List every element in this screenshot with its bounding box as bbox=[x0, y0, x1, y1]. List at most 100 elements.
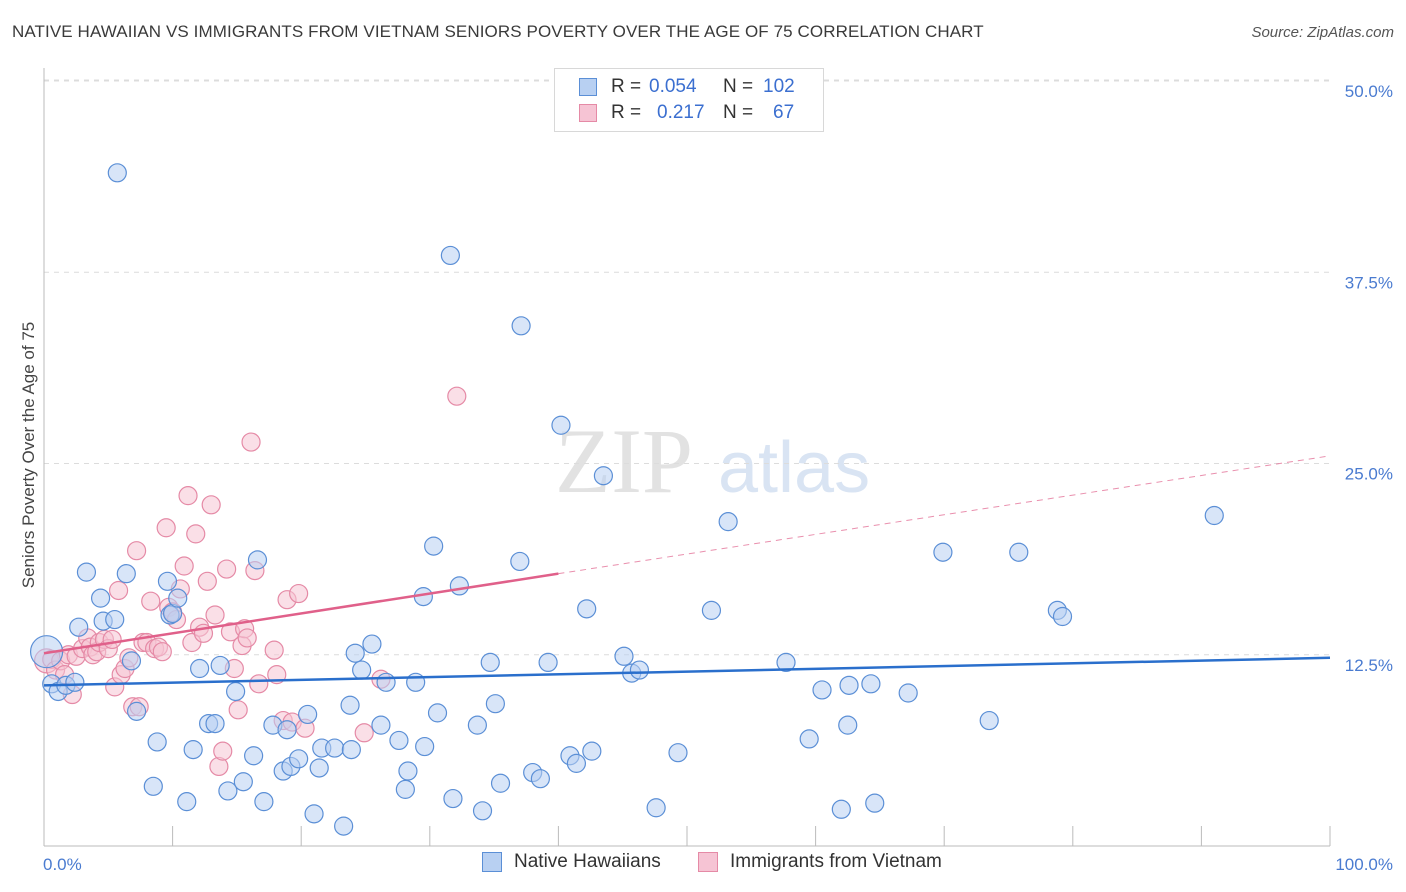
data-point bbox=[1204, 505, 1224, 526]
data-point bbox=[511, 316, 531, 336]
data-point bbox=[247, 550, 268, 570]
data-point bbox=[174, 556, 194, 576]
data-point bbox=[799, 729, 819, 749]
data-point bbox=[126, 701, 147, 721]
legend-r-value: 0.217 bbox=[657, 102, 705, 123]
trend-line-immigrants-from-vietnam bbox=[43, 572, 559, 655]
y-tick-label: 37.5% bbox=[1345, 273, 1393, 292]
data-point bbox=[490, 773, 511, 793]
data-point bbox=[440, 245, 460, 266]
x-tick-label-start: 0.0% bbox=[43, 855, 82, 874]
data-point bbox=[933, 542, 953, 562]
data-point bbox=[449, 576, 469, 596]
data-point bbox=[201, 495, 221, 515]
data-point bbox=[121, 651, 142, 671]
data-point bbox=[156, 518, 176, 538]
data-point bbox=[389, 730, 409, 751]
data-point bbox=[147, 732, 167, 752]
series-legend: Native Hawaiians Immigrants from Vietnam bbox=[0, 851, 1406, 879]
trend-line-immigrants-from-vietnam-extension bbox=[558, 455, 1331, 575]
data-point bbox=[76, 562, 97, 582]
data-point bbox=[152, 642, 172, 662]
data-point bbox=[168, 588, 188, 608]
legend-n-value: 102 bbox=[763, 76, 795, 97]
data-point bbox=[398, 761, 418, 781]
data-point bbox=[530, 769, 550, 789]
watermark-atlas: atlas bbox=[718, 428, 870, 508]
legend-row-immigrants-from-vietnam: R = 0.217 N = 67 bbox=[579, 100, 794, 126]
data-point bbox=[277, 720, 297, 740]
data-point bbox=[65, 672, 85, 692]
data-point bbox=[538, 652, 558, 673]
data-point bbox=[776, 652, 796, 673]
data-point bbox=[197, 571, 217, 591]
data-point bbox=[362, 634, 382, 654]
data-point bbox=[376, 672, 396, 692]
data-point bbox=[244, 746, 264, 766]
data-point bbox=[304, 804, 324, 824]
data-point bbox=[237, 628, 257, 648]
data-point bbox=[178, 486, 198, 506]
data-point bbox=[107, 163, 127, 183]
data-point bbox=[228, 700, 248, 720]
data-point bbox=[861, 674, 881, 694]
y-axis-label: Seniors Poverty Over the Age of 75 bbox=[19, 322, 38, 588]
data-point bbox=[105, 609, 125, 630]
data-point bbox=[341, 740, 361, 760]
data-point bbox=[485, 694, 505, 714]
data-point bbox=[289, 583, 309, 604]
legend-n-value: 67 bbox=[773, 102, 795, 123]
series-native-hawaiians bbox=[29, 163, 1224, 836]
data-point bbox=[217, 559, 237, 579]
data-point bbox=[102, 629, 122, 650]
gridlines bbox=[44, 79, 1330, 656]
series-immigrants-from-vietnam bbox=[33, 386, 467, 777]
data-point bbox=[186, 524, 206, 544]
data-point bbox=[566, 753, 587, 773]
data-point bbox=[865, 793, 885, 813]
data-point bbox=[415, 736, 435, 757]
legend-swatch-pink bbox=[579, 104, 597, 122]
data-point bbox=[233, 772, 253, 792]
data-point bbox=[334, 816, 354, 836]
data-point bbox=[1052, 606, 1073, 627]
data-point bbox=[646, 798, 666, 818]
data-point bbox=[241, 432, 261, 452]
data-point bbox=[480, 652, 500, 673]
data-point bbox=[298, 704, 318, 725]
data-point bbox=[831, 799, 851, 819]
legend-label-native-hawaiians: Native Hawaiians bbox=[514, 851, 661, 872]
data-point bbox=[582, 741, 602, 761]
data-point bbox=[143, 776, 163, 796]
data-point bbox=[340, 695, 360, 715]
data-point bbox=[614, 646, 634, 666]
data-point bbox=[718, 512, 738, 532]
data-point bbox=[190, 658, 210, 679]
data-point bbox=[510, 551, 530, 572]
data-point bbox=[205, 713, 225, 734]
x-tick-labels: 0.0% 100.0% bbox=[43, 855, 1393, 874]
data-point bbox=[979, 710, 999, 731]
data-point bbox=[839, 675, 859, 695]
data-point bbox=[629, 660, 650, 680]
data-point bbox=[1009, 542, 1029, 562]
data-point bbox=[249, 674, 269, 694]
trend-line-native-hawaiians bbox=[43, 656, 1331, 687]
data-point bbox=[467, 715, 487, 735]
data-point bbox=[226, 681, 246, 702]
data-point bbox=[218, 781, 238, 801]
data-point bbox=[213, 741, 233, 761]
legend-item-native-hawaiians: Native Hawaiians bbox=[482, 851, 661, 873]
data-point bbox=[141, 591, 161, 611]
watermark-zip: ZIP bbox=[555, 410, 693, 512]
data-point bbox=[593, 466, 614, 486]
data-point bbox=[898, 683, 918, 703]
data-point bbox=[427, 703, 448, 723]
y-tick-labels: 12.5% 25.0% 37.5% 50.0% bbox=[1345, 82, 1393, 675]
y-tick-label: 50.0% bbox=[1345, 82, 1393, 101]
data-point bbox=[264, 640, 284, 660]
data-point bbox=[90, 588, 111, 608]
legend-r-value: 0.054 bbox=[649, 76, 697, 97]
data-point bbox=[472, 801, 493, 821]
